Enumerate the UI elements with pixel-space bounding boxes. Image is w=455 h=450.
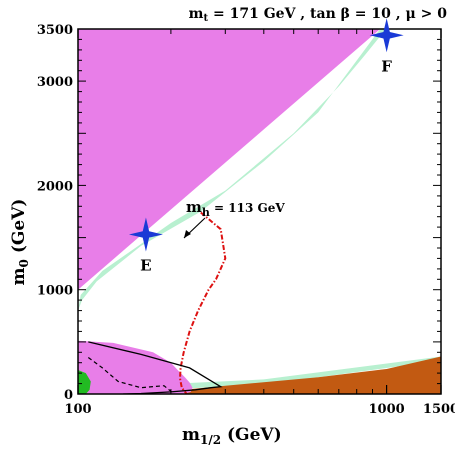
y-tick-label: 1000 <box>37 284 73 299</box>
higgs-label-arrowhead <box>184 230 191 238</box>
black-dashed-contour <box>87 357 175 394</box>
y-tick-label: 2000 <box>37 179 73 194</box>
x-axis-label: m1/2 (GeV) <box>182 425 282 447</box>
higgs-contour-label: mh = 113 GeV <box>186 198 285 219</box>
charged-lsp-region-upper <box>78 29 381 301</box>
black-solid-contour <box>88 341 223 394</box>
bsg-excluded-region <box>78 370 91 394</box>
plot-frame <box>77 28 442 395</box>
charged-lsp-region-lower <box>78 340 193 394</box>
x-tick-label: 1000 <box>369 402 405 417</box>
y-tick-label: 0 <box>64 388 73 403</box>
chart-title: mt = 171 GeV , tan β = 10 , μ > 0 <box>189 6 448 24</box>
benchmark-point-f-label: F <box>381 57 392 75</box>
y-tick-label: 3500 <box>37 23 73 38</box>
x-tick-label: 100 <box>64 402 91 417</box>
benchmark-point-e-marker <box>128 217 163 252</box>
ticks-layer: 100 1000 1500 0 1000 2000 3000 3500 <box>37 23 455 417</box>
benchmark-point-f-marker <box>369 18 404 53</box>
benchmark-points-layer: EF <box>128 18 404 274</box>
regions-layer <box>78 29 441 394</box>
y-axis-label: m0 (GeV) <box>9 199 31 286</box>
benchmark-point-e-label: E <box>140 256 151 274</box>
contour-layer <box>87 211 227 394</box>
higgs-mass-contour <box>178 211 227 394</box>
ewsb-excluded-region <box>139 356 441 394</box>
y-tick-label: 3000 <box>37 75 73 90</box>
x-tick-label: 1500 <box>423 402 455 417</box>
